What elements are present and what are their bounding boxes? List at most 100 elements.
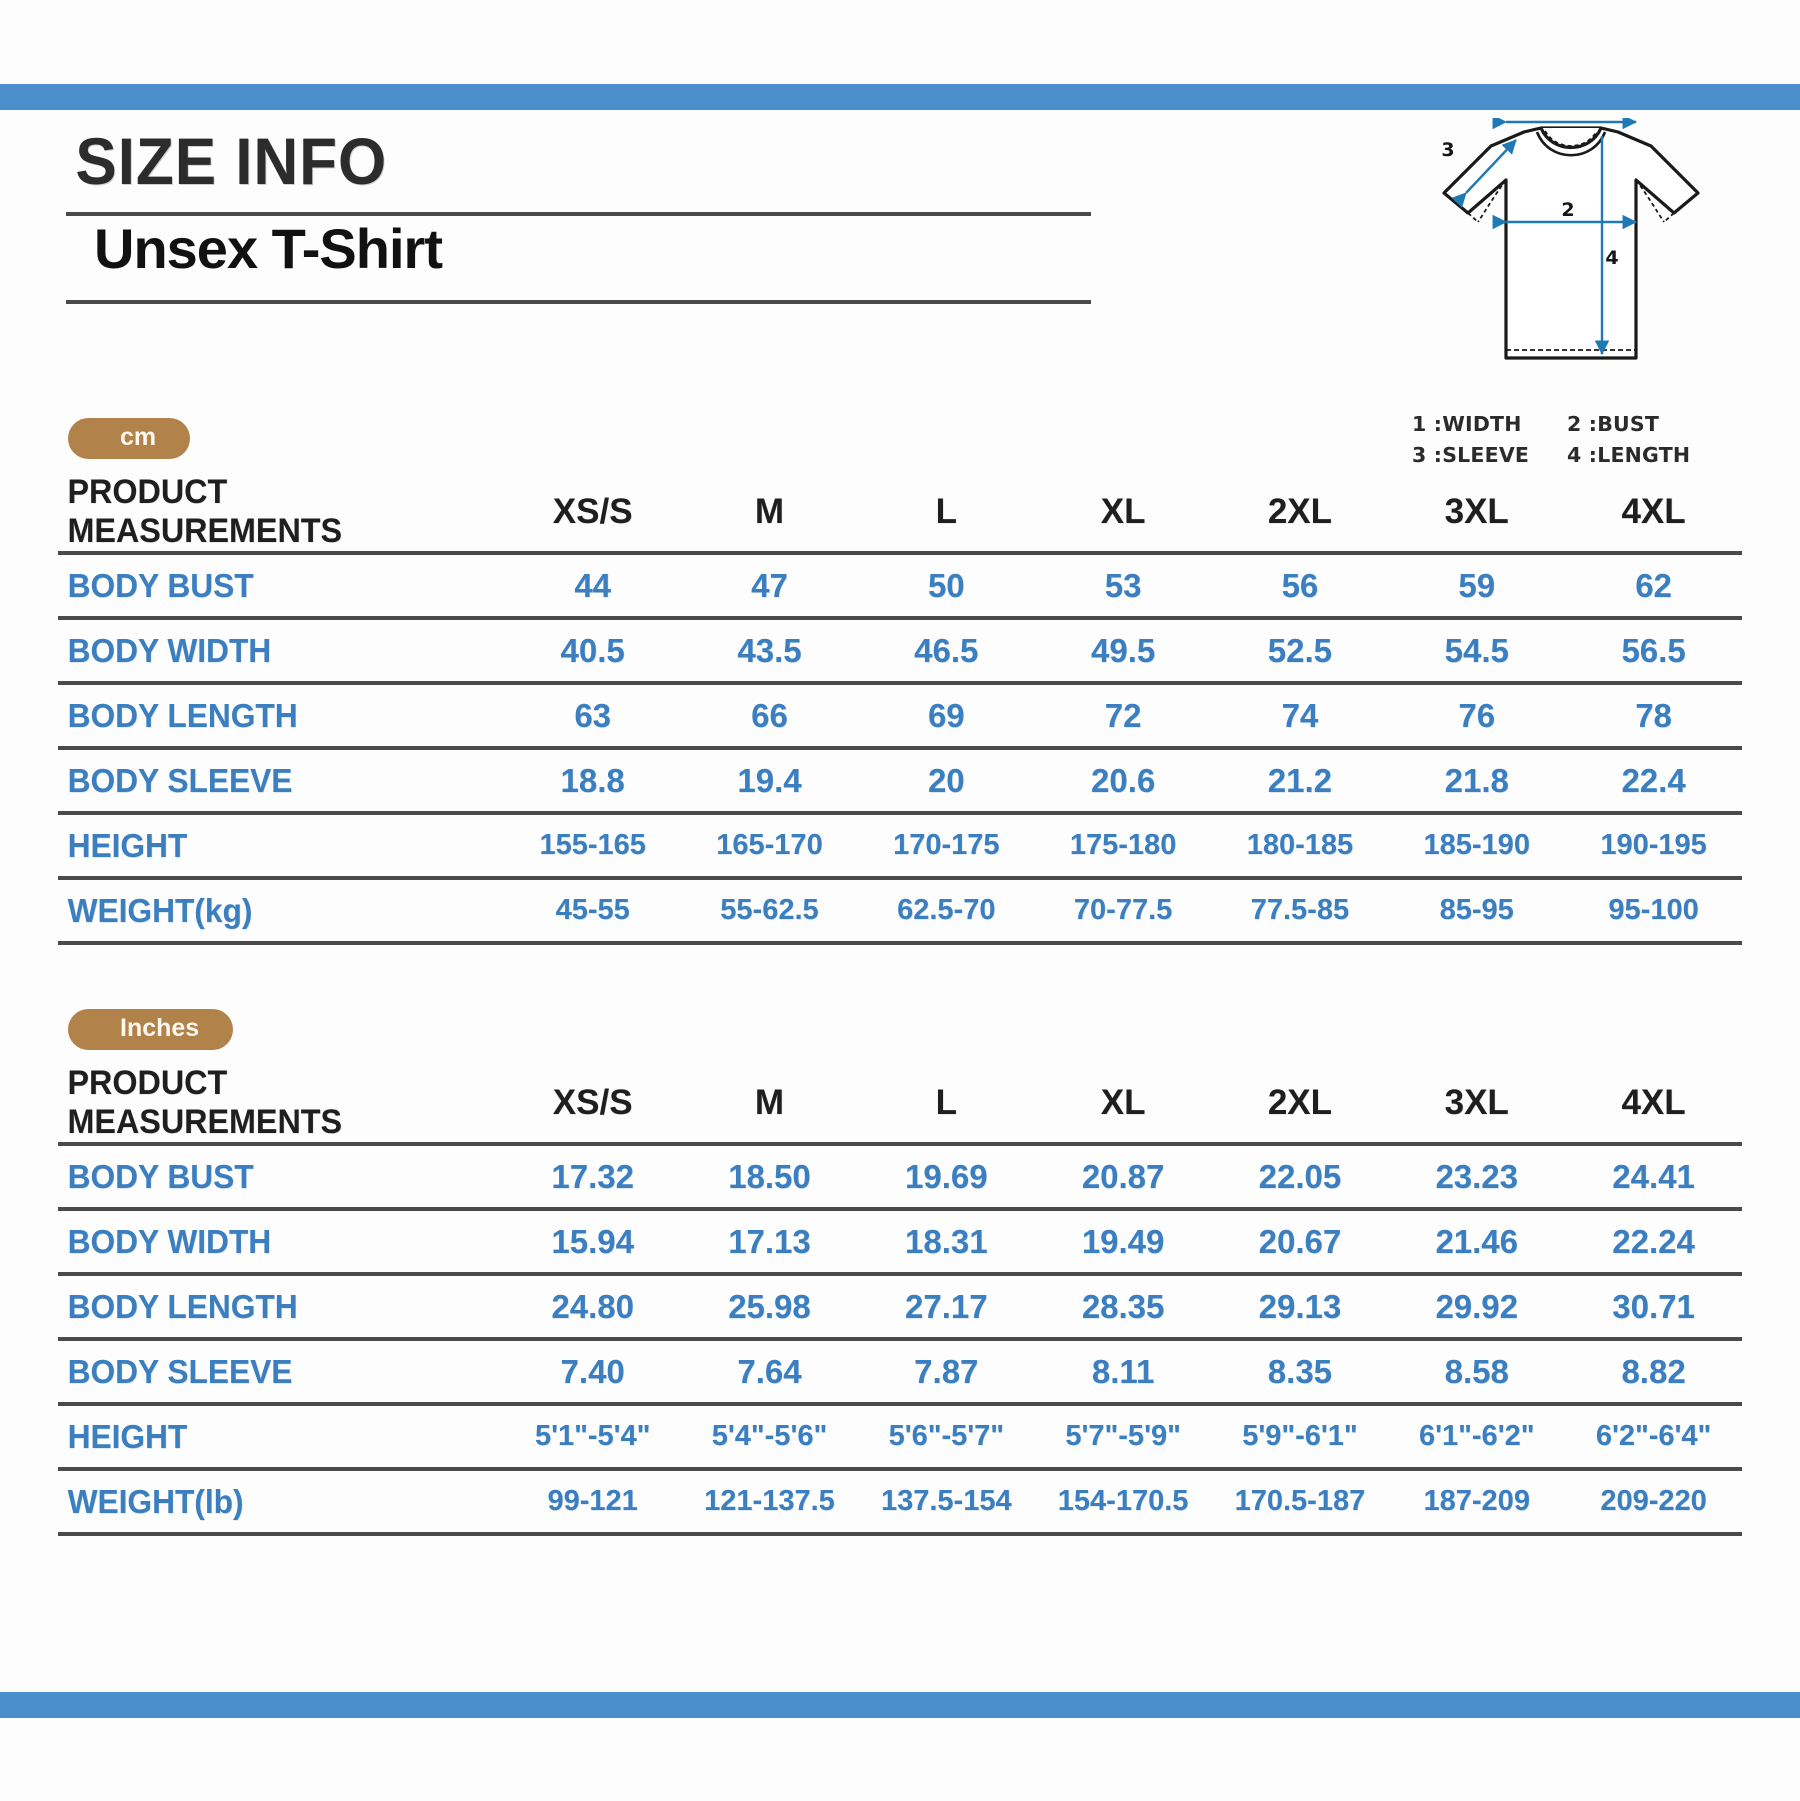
cm-cell-length-2xl: 74: [1211, 683, 1389, 750]
cm-cell-height-xss: 155-165: [504, 813, 682, 880]
in-cell-sleeve-4xl: 8.82: [1565, 1339, 1742, 1406]
in-cell-bust-l: 19.69: [857, 1144, 1035, 1211]
table-row: BODY LENGTH 24.80 25.98 27.17 28.35 29.1…: [58, 1274, 1742, 1341]
cm-cell-sleeve-3xl: 21.8: [1388, 748, 1566, 815]
in-cell-weight-m: 121-137.5: [681, 1469, 858, 1536]
cm-cell-height-xl: 175-180: [1034, 813, 1212, 880]
section-spacer: [58, 945, 1742, 1009]
in-cell-sleeve-xss: 7.40: [504, 1339, 682, 1406]
cm-cell-bust-4xl: 62: [1565, 553, 1742, 620]
unit-badge-cm: cm: [68, 418, 191, 459]
cm-cell-length-l: 69: [857, 683, 1035, 750]
page-title: SIZE INFO: [75, 124, 388, 198]
table-row: BODY BUST 44 47 50 53 56 59 62: [58, 553, 1742, 620]
cm-cell-sleeve-xl: 20.6: [1034, 748, 1212, 815]
cm-cell-bust-l: 50: [857, 553, 1035, 620]
in-cell-bust-4xl: 24.41: [1565, 1144, 1742, 1211]
table-row: WEIGHT(lb) 99-121 121-137.5 137.5-154 15…: [58, 1469, 1742, 1536]
cm-cell-height-l: 170-175: [857, 813, 1035, 880]
cm-cell-bust-3xl: 59: [1388, 553, 1566, 620]
marker-4-label: 4: [1605, 247, 1618, 269]
in-cell-sleeve-l: 7.87: [857, 1339, 1035, 1406]
in-cell-width-3xl: 21.46: [1388, 1209, 1566, 1276]
cm-cell-sleeve-m: 19.4: [681, 748, 858, 815]
in-col-head-2xl: 2XL: [1211, 1064, 1389, 1146]
in-row-label-body-sleeve: BODY SLEEVE: [58, 1339, 487, 1406]
cm-col-head-3xl: 3XL: [1388, 473, 1566, 555]
table-row: BODY WIDTH 40.5 43.5 46.5 49.5 52.5 54.5…: [58, 618, 1742, 685]
cm-cell-weight-4xl: 95-100: [1565, 878, 1742, 945]
in-cell-width-m: 17.13: [681, 1209, 858, 1276]
in-cell-weight-2xl: 170.5-187: [1211, 1469, 1389, 1536]
in-cell-weight-4xl: 209-220: [1565, 1469, 1742, 1536]
cm-cell-weight-m: 55-62.5: [681, 878, 858, 945]
in-cell-sleeve-xl: 8.11: [1034, 1339, 1212, 1406]
in-cell-width-2xl: 20.67: [1211, 1209, 1389, 1276]
cm-col-head-xss: XS/S: [504, 473, 682, 555]
in-cell-bust-xl: 20.87: [1034, 1144, 1212, 1211]
inches-size-table: PRODUCT MEASUREMENTS XS/S M L XL 2XL 3XL…: [58, 1064, 1742, 1536]
cm-cell-width-xl: 49.5: [1034, 618, 1212, 685]
in-cell-length-4xl: 30.71: [1565, 1274, 1742, 1341]
cm-cell-sleeve-2xl: 21.2: [1211, 748, 1389, 815]
legend-item-bust: 2 :BUST: [1567, 412, 1660, 436]
cm-cell-height-m: 165-170: [681, 813, 858, 880]
cm-cell-weight-3xl: 85-95: [1388, 878, 1566, 945]
bottom-accent-bar: [0, 1692, 1800, 1718]
in-cell-weight-xss: 99-121: [504, 1469, 682, 1536]
in-col-head-l: L: [857, 1064, 1035, 1146]
cm-size-table: PRODUCT MEASUREMENTS XS/S M L XL 2XL 3XL…: [58, 473, 1742, 945]
in-cell-height-xss: 5'1"-5'4": [504, 1404, 682, 1471]
table-row: BODY WIDTH 15.94 17.13 18.31 19.49 20.67…: [58, 1209, 1742, 1276]
cm-cell-height-4xl: 190-195: [1565, 813, 1742, 880]
cm-cell-length-4xl: 78: [1565, 683, 1742, 750]
cm-cell-weight-xss: 45-55: [504, 878, 682, 945]
cm-cell-length-3xl: 76: [1388, 683, 1566, 750]
in-cell-weight-3xl: 187-209: [1388, 1469, 1566, 1536]
inches-header-row: PRODUCT MEASUREMENTS XS/S M L XL 2XL 3XL…: [58, 1064, 1742, 1146]
in-col-head-measurements: PRODUCT MEASUREMENTS: [58, 1064, 482, 1146]
in-cell-sleeve-3xl: 8.58: [1388, 1339, 1566, 1406]
left-cuff-stitch: [1467, 212, 1479, 223]
cm-cell-length-xl: 72: [1034, 683, 1212, 750]
cm-header-row: PRODUCT MEASUREMENTS XS/S M L XL 2XL 3XL…: [58, 473, 1742, 555]
in-cell-bust-3xl: 23.23: [1388, 1144, 1566, 1211]
title-block: SIZE INFO Unsex T-Shirt: [66, 124, 1256, 305]
inches-badge-wrap: Inches: [68, 1009, 1742, 1050]
legend-item-sleeve: 3 :SLEEVE: [1412, 442, 1530, 467]
in-row-label-weight: WEIGHT(lb): [58, 1469, 487, 1536]
in-cell-sleeve-2xl: 8.35: [1211, 1339, 1389, 1406]
cm-cell-bust-xss: 44: [504, 553, 682, 620]
cm-cell-weight-l: 62.5-70: [857, 878, 1035, 945]
collar-inner-stitch: [1544, 130, 1598, 147]
cm-cell-weight-xl: 70-77.5: [1034, 878, 1212, 945]
tshirt-illustration-svg: 1 2 3 4: [1441, 118, 1700, 360]
in-col-head-3xl: 3XL: [1388, 1064, 1566, 1146]
title-divider-bottom: [66, 300, 1091, 305]
cm-cell-width-3xl: 54.5: [1388, 618, 1566, 685]
cm-cell-sleeve-4xl: 22.4: [1565, 748, 1742, 815]
cm-cell-sleeve-l: 20: [857, 748, 1035, 815]
in-row-label-body-width: BODY WIDTH: [58, 1209, 487, 1276]
cm-col-head-4xl: 4XL: [1565, 473, 1742, 555]
cm-row-label-weight: WEIGHT(kg): [58, 878, 487, 945]
cm-cell-width-l: 46.5: [857, 618, 1035, 685]
legend-item-length: 4 :LENGTH: [1567, 442, 1691, 467]
table-row: BODY SLEEVE 18.8 19.4 20 20.6 21.2 21.8 …: [58, 748, 1742, 815]
cm-cell-bust-m: 47: [681, 553, 858, 620]
cm-col-head-measurements: PRODUCT MEASUREMENTS: [58, 473, 482, 555]
in-col-head-xl: XL: [1034, 1064, 1212, 1146]
cm-cell-length-xss: 63: [504, 683, 682, 750]
cm-row-label-body-bust: BODY BUST: [58, 553, 487, 620]
in-cell-weight-xl: 154-170.5: [1034, 1469, 1212, 1536]
cm-row-label-body-sleeve: BODY SLEEVE: [58, 748, 487, 815]
cm-row-label-body-length: BODY LENGTH: [58, 683, 487, 750]
cm-col-head-xl: XL: [1034, 473, 1212, 555]
right-cuff-stitch: [1663, 212, 1675, 223]
tshirt-diagram: 1 2 3 4 1 :WIDTH 2 :BUST 3 :SLEEVE 4 :LENG…: [1406, 118, 1736, 471]
cm-col-head-m: M: [681, 473, 858, 555]
cm-col-head-l: L: [857, 473, 1035, 555]
in-cell-length-2xl: 29.13: [1211, 1274, 1389, 1341]
in-cell-length-m: 25.98: [681, 1274, 858, 1341]
